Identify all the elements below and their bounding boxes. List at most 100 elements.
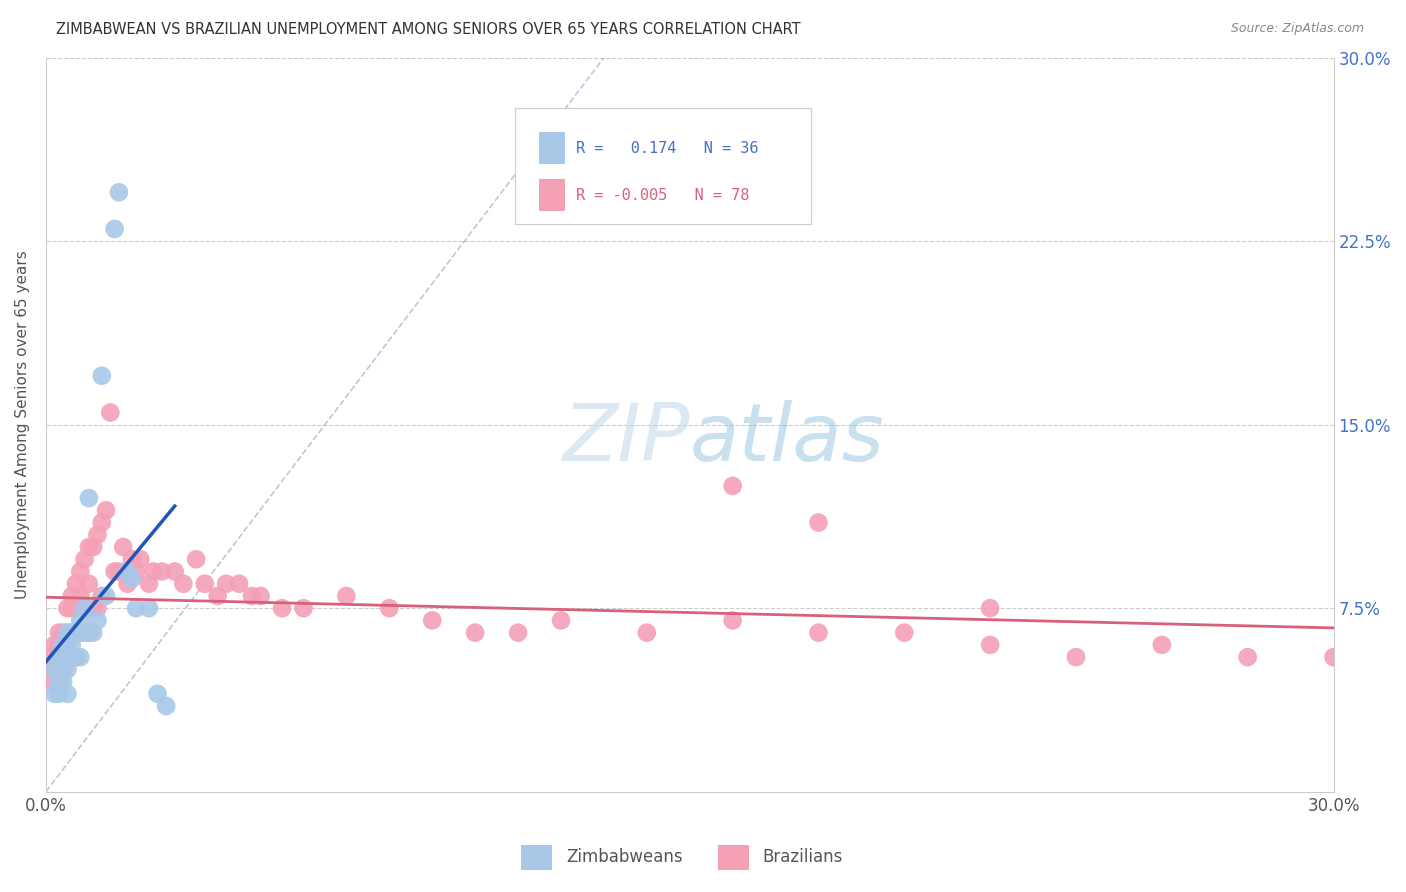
Point [215,576,238,591]
Point [1236,650,1258,665]
Point [378,601,401,615]
Point [52,662,75,676]
Text: ZIMBABWEAN VS BRAZILIAN UNEMPLOYMENT AMONG SENIORS OVER 65 YEARS CORRELATION CHA: ZIMBABWEAN VS BRAZILIAN UNEMPLOYMENT AMO… [56,22,801,37]
Point [56,638,79,652]
Point [39,650,62,665]
Point [69,650,91,665]
Point [69,565,91,579]
Text: Brazilians: Brazilians [763,848,844,866]
Point [73,552,96,566]
Point [104,222,127,236]
Point [60,625,83,640]
Point [721,479,744,493]
Point [86,528,108,542]
Point [48,674,70,689]
Point [108,186,131,200]
Point [60,638,83,652]
Point [207,589,229,603]
Point [142,565,165,579]
Point [464,625,486,640]
Point [69,614,91,628]
Point [194,576,217,591]
Point [77,540,100,554]
Point [44,638,66,652]
Point [98,405,121,419]
Point [65,625,87,640]
Point [48,650,70,665]
Point [125,601,148,615]
Point [77,625,100,640]
Point [146,687,169,701]
Text: Zimbabweans: Zimbabweans [567,848,683,866]
Point [163,565,186,579]
Point [56,662,79,676]
Point [39,674,62,689]
Point [56,625,79,640]
Point [86,601,108,615]
Point [292,601,315,615]
Point [271,601,294,615]
Point [69,625,91,640]
Point [56,625,79,640]
Point [52,662,75,676]
Point [44,662,66,676]
Point [121,572,143,586]
Point [48,638,70,652]
Point [150,565,173,579]
Point [44,662,66,676]
Point [979,601,1001,615]
Point [73,601,96,615]
Point [56,638,79,652]
Point [335,589,357,603]
Point [73,601,96,615]
Point [228,576,250,591]
Point [172,576,194,591]
Point [893,625,915,640]
Point [94,503,117,517]
Point [420,614,443,628]
Point [82,540,104,554]
Point [52,625,75,640]
Text: atlas: atlas [690,401,884,478]
Point [73,625,96,640]
Point [65,576,87,591]
Y-axis label: Unemployment Among Seniors over 65 years: Unemployment Among Seniors over 65 years [15,251,30,599]
Point [60,589,83,603]
Point [86,614,108,628]
Point [138,601,160,615]
Point [52,674,75,689]
Point [65,650,87,665]
Point [550,614,572,628]
Point [52,650,75,665]
Point [48,625,70,640]
Point [1064,650,1087,665]
Point [138,576,160,591]
Point [56,687,79,701]
Text: R =   0.174   N = 36: R = 0.174 N = 36 [576,141,758,156]
Point [94,589,117,603]
Point [56,650,79,665]
Point [506,625,529,640]
Point [186,552,208,566]
Point [249,589,271,603]
Text: ZIP: ZIP [562,401,690,478]
Point [117,565,139,579]
Point [90,368,112,383]
Point [69,589,91,603]
Point [60,650,83,665]
Point [48,687,70,701]
Point [90,516,112,530]
Point [636,625,658,640]
Point [108,565,131,579]
Point [52,638,75,652]
Point [77,576,100,591]
Point [104,565,127,579]
Text: Source: ZipAtlas.com: Source: ZipAtlas.com [1230,22,1364,36]
Point [155,699,177,714]
Point [807,625,830,640]
Point [979,638,1001,652]
Point [121,552,143,566]
Point [56,601,79,615]
Point [52,650,75,665]
Point [117,576,139,591]
